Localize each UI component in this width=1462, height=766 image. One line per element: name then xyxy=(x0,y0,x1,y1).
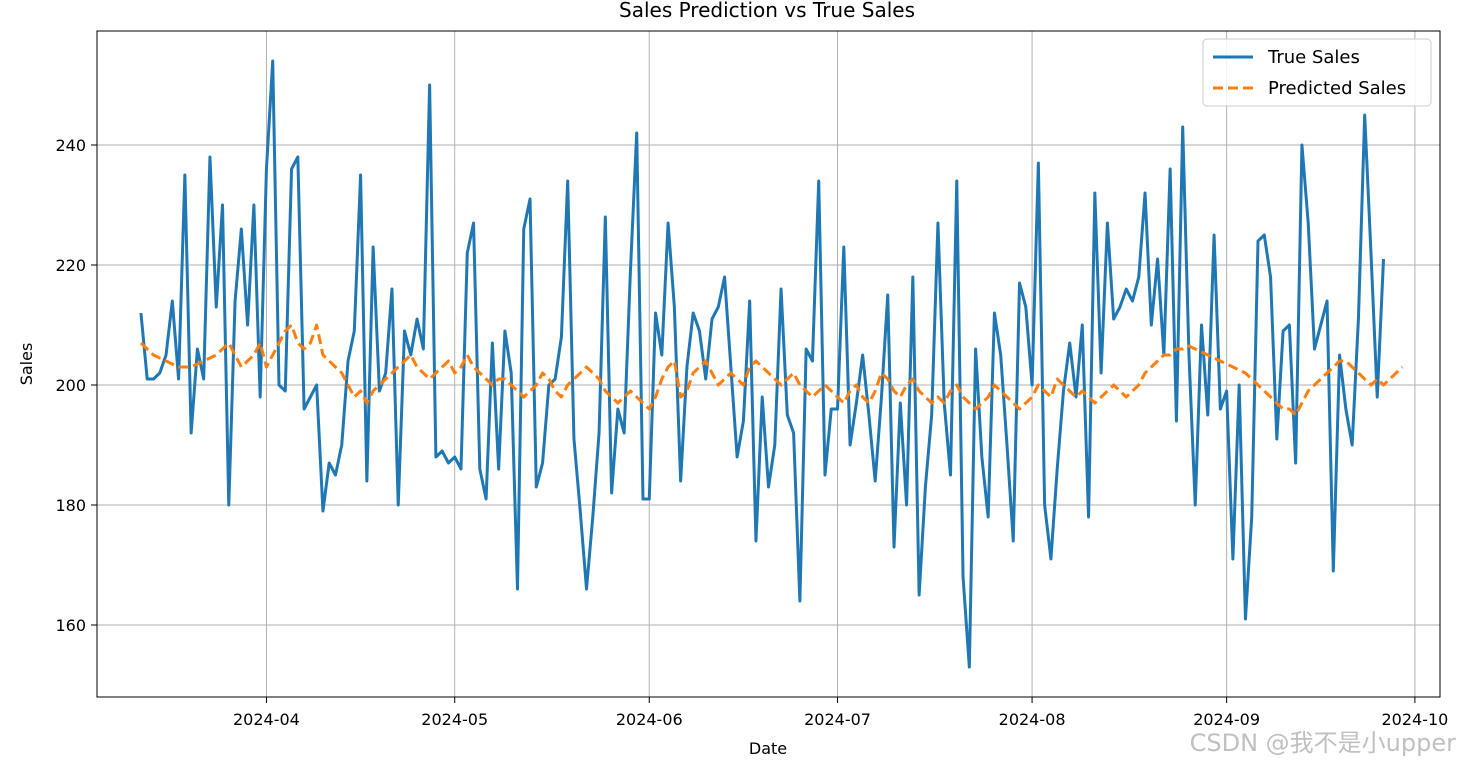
x-axis-ticks: 2024-04 2024-05 2024-06 2024-07 2024-08 2024-… xyxy=(233,697,1448,729)
y-tick-label: 220 xyxy=(55,256,86,275)
y-tick-label: 200 xyxy=(55,376,86,395)
watermark: CSDN @我不是小upper xyxy=(1189,729,1456,757)
grid-lines xyxy=(97,31,1440,697)
x-tick-label: 2024-09 xyxy=(1193,710,1260,729)
x-tick-label: 2024-07 xyxy=(804,710,871,729)
y-tick-label: 180 xyxy=(55,496,86,515)
legend-label-true-sales: True Sales xyxy=(1267,47,1360,68)
series-lines xyxy=(139,59,1404,669)
plot-frame xyxy=(96,30,1441,698)
x-tick-label: 2024-05 xyxy=(421,710,488,729)
x-tick-label: 2024-08 xyxy=(999,710,1066,729)
x-tick-label: 2024-04 xyxy=(233,710,300,729)
chart-title: Sales Prediction vs True Sales xyxy=(619,0,915,22)
x-tick-label: 2024-10 xyxy=(1381,710,1448,729)
series-line-true-sales xyxy=(139,59,1386,669)
y-axis-label: Sales xyxy=(17,343,36,386)
x-axis-label: Date xyxy=(749,739,787,758)
legend-label-predicted-sales: Predicted Sales xyxy=(1268,78,1406,99)
legend-box xyxy=(1202,38,1432,107)
y-tick-label: 160 xyxy=(55,616,86,635)
series-line-predicted-sales xyxy=(139,323,1404,417)
y-axis-ticks: 160 180 200 220 240 xyxy=(55,136,97,635)
x-tick-label: 2024-06 xyxy=(616,710,683,729)
legend: True Sales Predicted Sales xyxy=(1202,38,1432,107)
y-tick-label: 240 xyxy=(55,136,86,155)
